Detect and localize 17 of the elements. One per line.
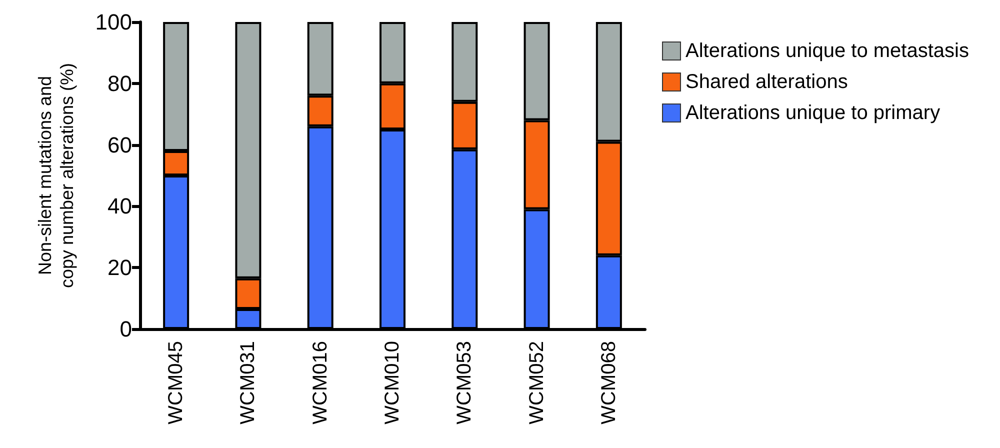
legend-label: Alterations unique to primary: [686, 102, 940, 124]
y-tick-label: 40: [108, 194, 132, 219]
y-tick-label: 20: [108, 255, 132, 280]
x-tick-label: WCM045: [165, 341, 188, 424]
y-tick-label: 100: [95, 10, 132, 34]
x-tick-label: WCM053: [454, 341, 476, 424]
y-tick-label: 80: [108, 70, 132, 96]
x-tick-label: WCM068: [598, 341, 620, 424]
x-tick-label: WCM052: [526, 341, 548, 424]
y-tick-label: 60: [108, 132, 132, 158]
legend-label: Shared alterations: [686, 71, 848, 93]
legend-label: Alterations unique to metastasis: [686, 40, 969, 62]
x-tick-label: WCM016: [309, 341, 332, 424]
x-tick-label: WCM010: [382, 341, 404, 424]
y-axis-title: Non-silent mutations and copy number alterations (%): [35, 62, 77, 288]
y-tick-label: 0: [120, 316, 132, 342]
x-tick-label: WCM031: [237, 341, 260, 424]
